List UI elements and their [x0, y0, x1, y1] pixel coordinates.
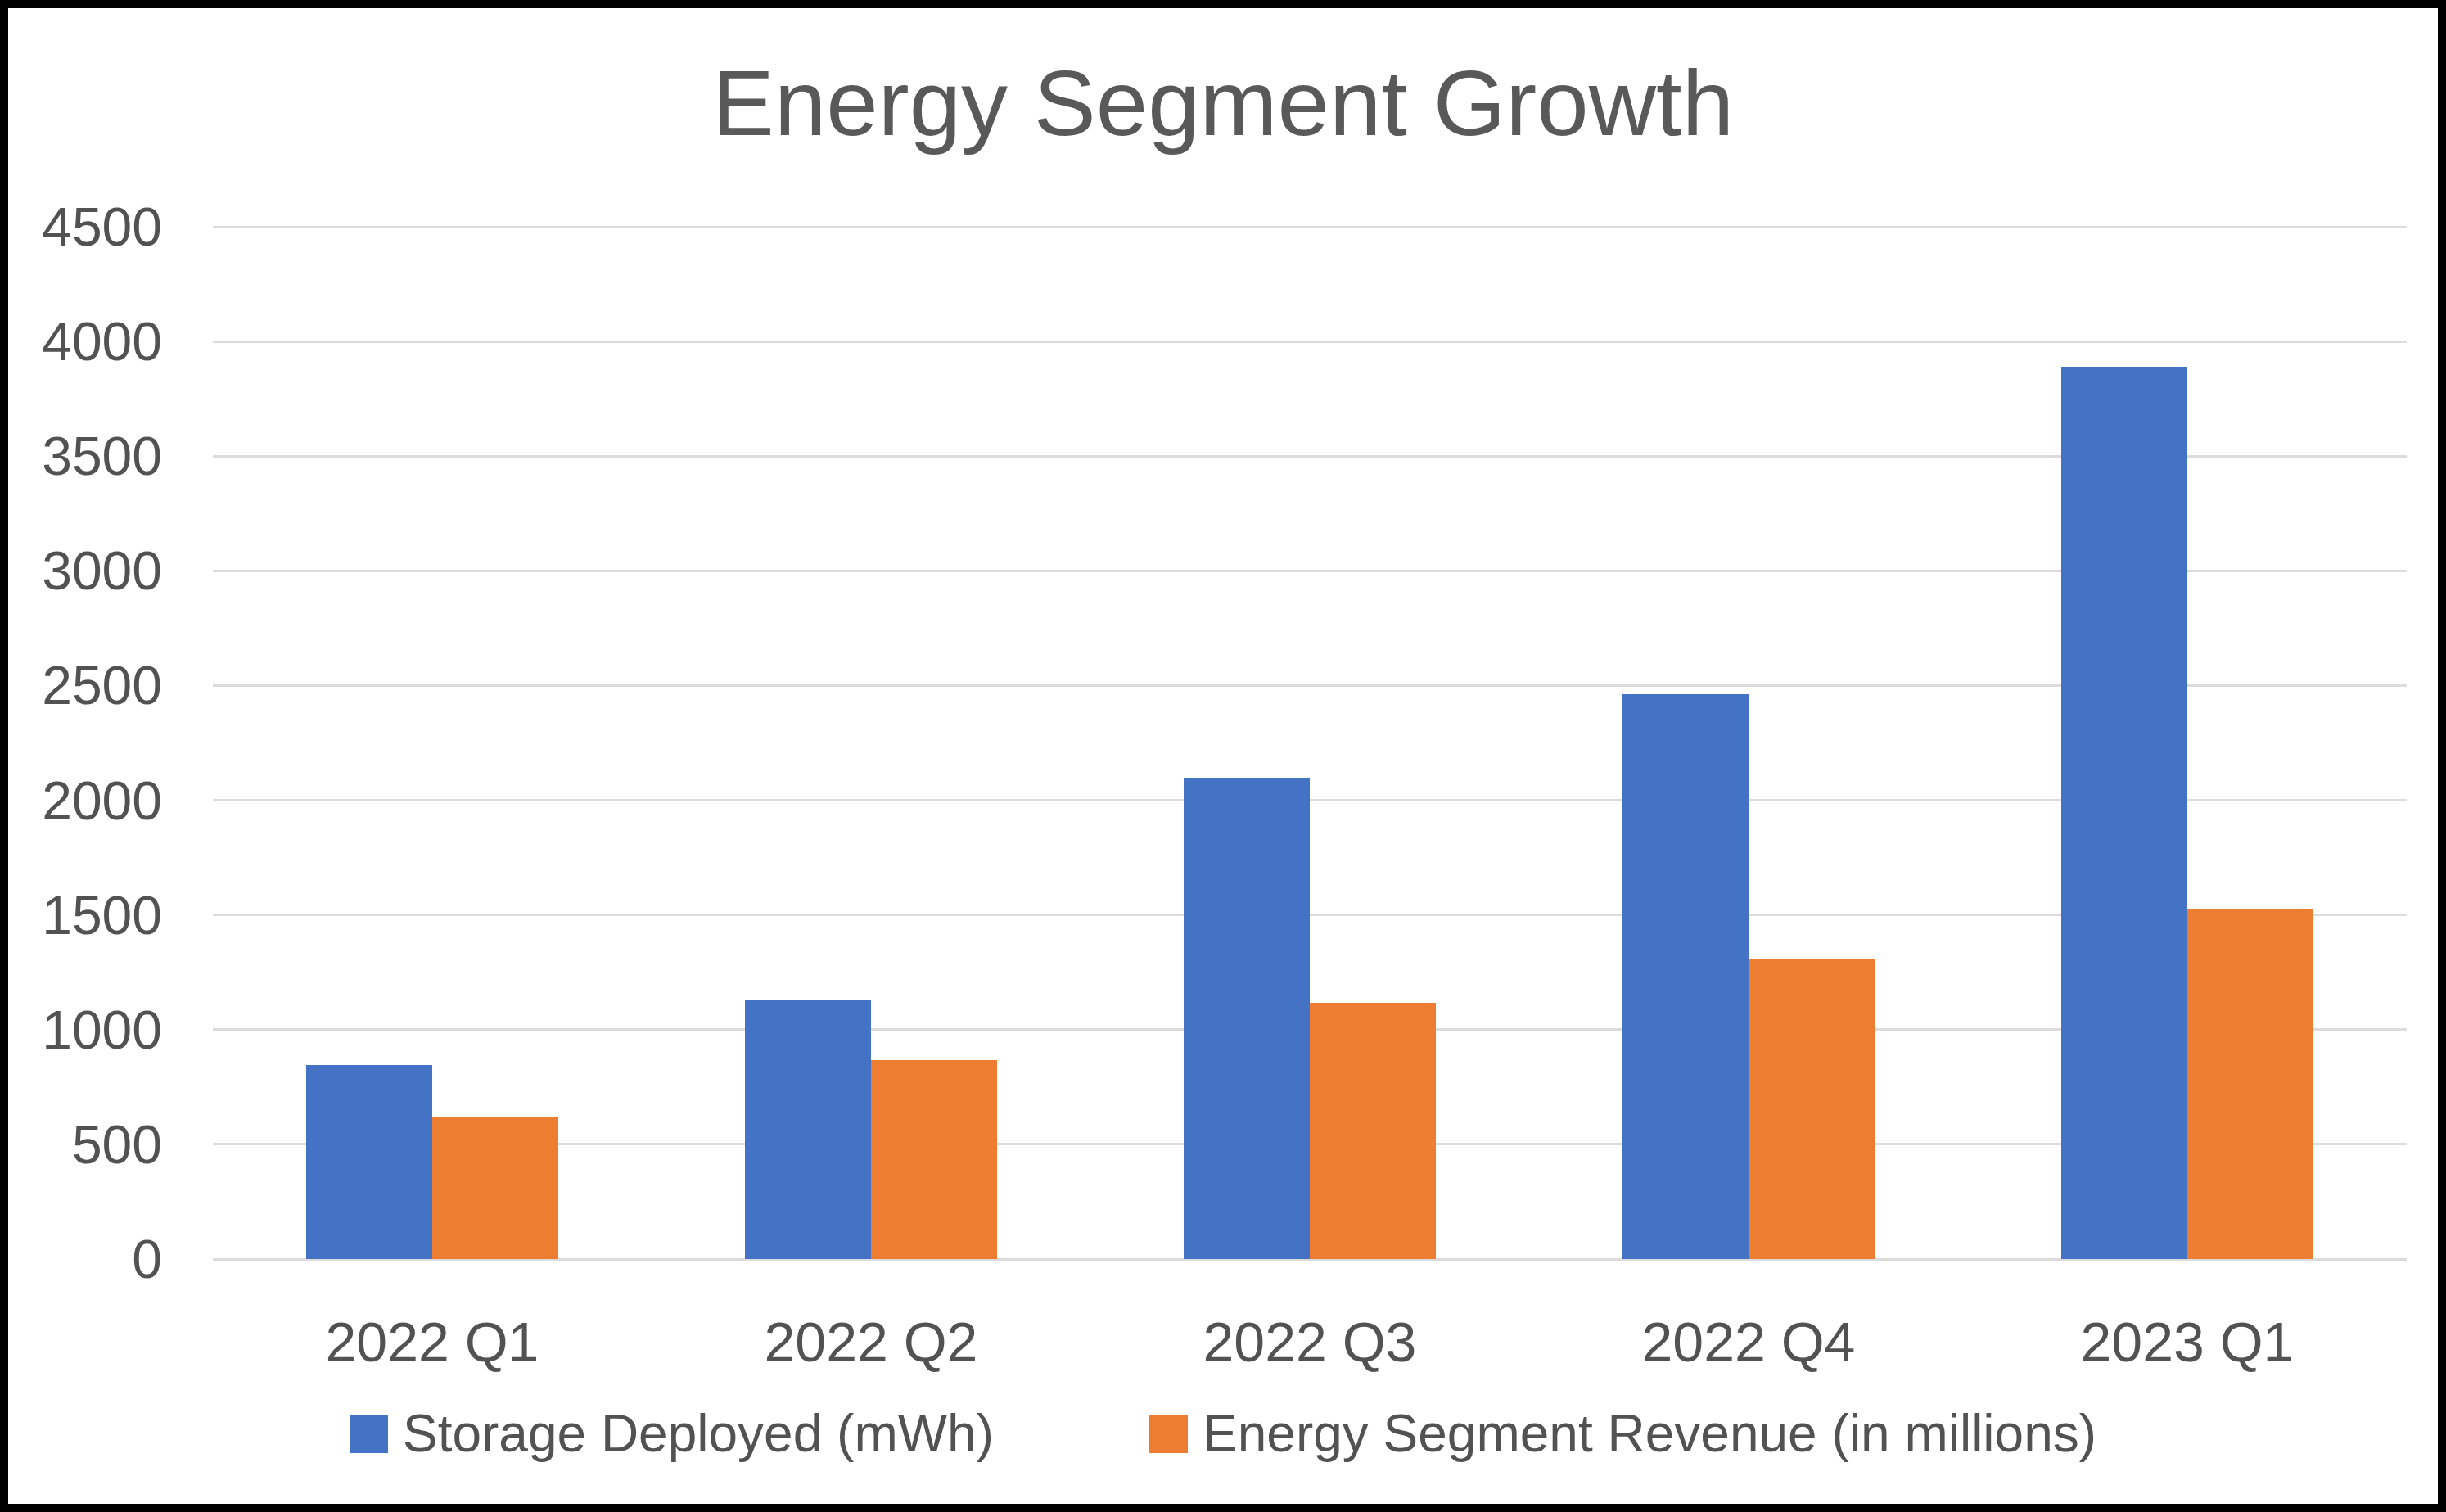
- bar-group: [1090, 227, 1529, 1259]
- legend-label: Energy Segment Revenue (in millions): [1203, 1405, 2096, 1462]
- x-tick-label: 2022 Q1: [213, 1311, 652, 1373]
- bar-storage-deployed-mwh: [2061, 367, 2187, 1259]
- x-tick-label: 2022 Q3: [1090, 1311, 1529, 1373]
- bar-groups: [213, 227, 2407, 1259]
- bar-group: [213, 227, 652, 1259]
- bar-energy-segment-revenue-in-millions: [1749, 959, 1875, 1259]
- x-tick-label: 2023 Q1: [1968, 1311, 2407, 1373]
- legend-swatch: [1149, 1415, 1188, 1453]
- x-tick-label: 2022 Q2: [652, 1311, 1090, 1373]
- bar-storage-deployed-mwh: [306, 1065, 432, 1259]
- bar-group: [1968, 227, 2407, 1259]
- bar-storage-deployed-mwh: [1184, 778, 1310, 1259]
- y-tick-label: 500: [8, 1117, 162, 1171]
- chart-title: Energy Segment Growth: [8, 47, 2438, 160]
- bar-energy-segment-revenue-in-millions: [2187, 909, 2313, 1259]
- y-tick-label: 3000: [8, 544, 162, 598]
- legend-label: Storage Deployed (mWh): [403, 1405, 994, 1462]
- y-tick-label: 1500: [8, 888, 162, 942]
- plot-area: [213, 227, 2407, 1259]
- y-tick-label: 3500: [8, 429, 162, 483]
- bar-energy-segment-revenue-in-millions: [1310, 1003, 1436, 1259]
- y-tick-label: 0: [8, 1232, 162, 1286]
- y-axis-labels: 0 500 1000 1500 2000 2500 3000 3500 4000 4500: [8, 8, 162, 1512]
- legend-swatch: [350, 1415, 388, 1453]
- bar-group: [1529, 227, 1968, 1259]
- x-tick-label: 2022 Q4: [1529, 1311, 1968, 1373]
- y-tick-label: 4500: [8, 200, 162, 254]
- legend-item: Energy Segment Revenue (in millions): [1149, 1405, 2096, 1462]
- y-tick-label: 2500: [8, 658, 162, 712]
- y-tick-label: 2000: [8, 774, 162, 828]
- bar-storage-deployed-mwh: [1622, 694, 1749, 1259]
- legend-item: Storage Deployed (mWh): [350, 1405, 994, 1462]
- bar-energy-segment-revenue-in-millions: [871, 1060, 997, 1259]
- y-tick-label: 4000: [8, 314, 162, 368]
- bar-group: [652, 227, 1090, 1259]
- x-axis-labels: 2022 Q12022 Q22022 Q32022 Q42023 Q1: [213, 1311, 2407, 1373]
- bar-storage-deployed-mwh: [745, 1000, 871, 1259]
- legend: Storage Deployed (mWh) Energy Segment Rev…: [8, 1405, 2438, 1462]
- y-tick-label: 1000: [8, 1003, 162, 1057]
- chart-frame: Energy Segment Growth 0 500 1000 1500 2000 25…: [0, 0, 2446, 1512]
- bar-energy-segment-revenue-in-millions: [432, 1117, 558, 1259]
